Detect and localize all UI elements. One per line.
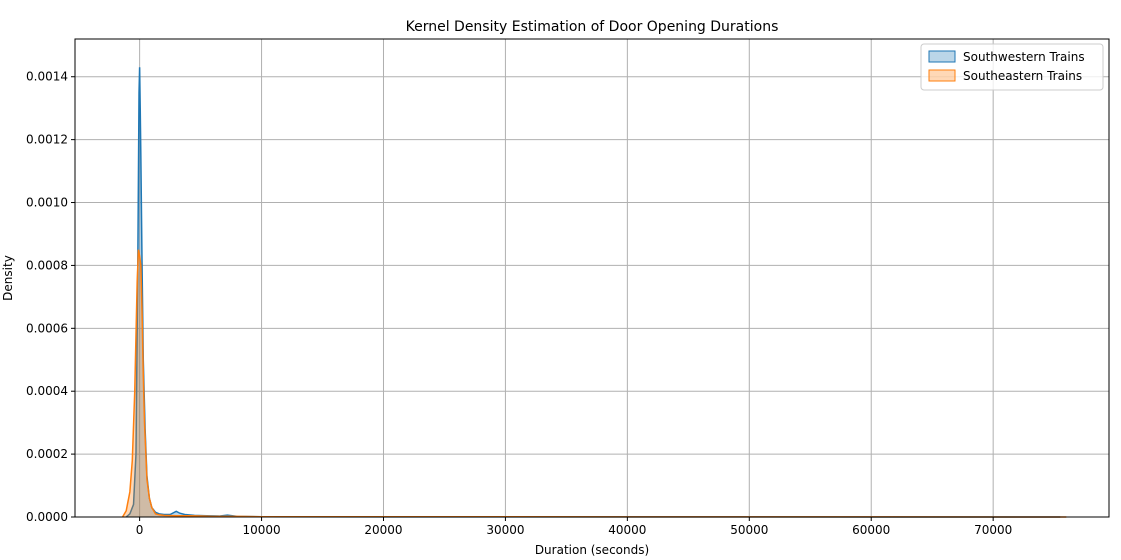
y-tick-label: 0.0000 <box>26 510 68 524</box>
series-line-0 <box>125 67 1061 518</box>
grid-lines <box>75 39 1109 518</box>
y-tick-label: 0.0006 <box>26 321 68 335</box>
x-tick-label: 30000 <box>486 523 524 537</box>
x-tick-label: 10000 <box>242 523 280 537</box>
series-line-1 <box>121 249 1067 518</box>
x-axis-label: Duration (seconds) <box>535 543 649 557</box>
series-area-0 <box>126 67 1061 518</box>
y-tick-label: 0.0012 <box>26 133 68 147</box>
y-axis-ticks: 0.0000 0.0002 0.0004 0.0006 0.0008 0.0010 0.00… <box>26 70 75 524</box>
legend-box <box>920 43 1104 91</box>
legend-label-0: Southwestern Trains <box>963 50 1085 64</box>
legend-swatch-1 <box>928 69 956 82</box>
legend-swatch-0 <box>928 50 956 63</box>
y-tick-label: 0.0014 <box>26 70 68 84</box>
x-tick-label: 0 <box>136 523 144 537</box>
y-tick-label: 0.0008 <box>26 258 68 272</box>
y-tick-label: 0.0010 <box>26 196 68 210</box>
y-axis-label: Density <box>1 255 15 301</box>
plot-frame <box>74 38 1110 518</box>
x-tick-label: 50000 <box>730 523 768 537</box>
y-tick-label: 0.0002 <box>26 447 68 461</box>
y-tick-label: 0.0004 <box>26 384 68 398</box>
legend: Southwestern Trains Southeastern Trains <box>920 43 1104 91</box>
legend-label-1: Southeastern Trains <box>963 69 1082 83</box>
x-tick-label: 60000 <box>852 523 890 537</box>
x-axis-ticks: 0 10000 20000 30000 40000 50000 60000 70000 <box>136 517 1012 537</box>
plot-series <box>121 67 1067 518</box>
series-area-1 <box>122 249 1067 517</box>
x-tick-label: 20000 <box>364 523 402 537</box>
x-tick-label: 40000 <box>608 523 646 537</box>
chart-title: Kernel Density Estimation of Door Openin… <box>406 19 779 35</box>
x-tick-label: 70000 <box>974 523 1012 537</box>
